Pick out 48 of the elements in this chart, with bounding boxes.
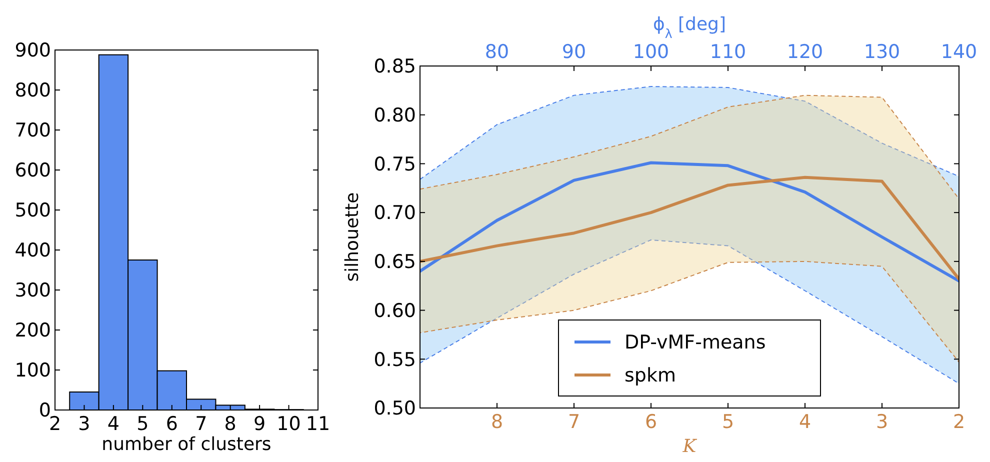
x-tick-label: 9 [254,413,266,435]
x-tick-label: 8 [224,413,236,435]
x-tick-label: 6 [166,413,178,435]
x-tick-label: 5 [722,411,734,433]
y-tick-label: 0.55 [374,348,416,371]
x-tick-label: 7 [568,411,580,433]
x2-axis-title: ϕ$_{λ}$ [deg] [652,14,726,40]
x-tick-label: 5 [136,413,149,435]
x-tick-label: 10 [276,413,301,435]
legend-label: DP-vMF-means [624,332,766,354]
y-tick-label: 600 [14,160,51,182]
x-tick-label: 8 [490,411,504,433]
y-tick-label: 300 [14,280,51,302]
x-tick-label: 11 [306,413,330,435]
x2-tick-label: 130 [864,41,900,63]
y-tick-label: 0.85 [374,56,416,78]
x2-tick-label: 120 [786,41,824,63]
x-axis-title: number of clusters [102,434,272,455]
x-tick-label: 6 [644,411,658,433]
x2-tick-label: 100 [632,41,670,63]
y-tick-label: 400 [14,240,51,262]
x2-tick-label: 90 [562,41,586,63]
x-tick-label: 7 [195,413,208,435]
y-tick-label: 700 [14,120,51,142]
x2-tick-label: 110 [710,41,746,63]
y-tick-label: 500 [14,200,51,222]
y-tick-label: 200 [14,320,51,342]
y-tick-label: 0.80 [374,104,416,127]
x-tick-label: 3 [876,411,888,433]
x-tick-label: 3 [78,413,90,435]
y-tick-label: 100 [14,360,51,382]
y-tick-label: 0.65 [374,251,416,274]
y-tick-label: 900 [14,40,51,62]
legend-label: spkm [624,364,676,387]
x-axis-title: K [682,436,698,457]
x-tick-label: 2 [952,411,966,433]
x-tick-label: 2 [48,413,62,435]
y-tick-label: 0.50 [374,398,416,420]
y-tick-label: 0.75 [374,153,416,176]
y-tick-label: 0.70 [374,202,416,224]
y-tick-label: 800 [14,80,51,102]
y-tick-label: 0 [38,400,51,422]
x2-tick-label: 80 [484,41,510,63]
y-tick-label: 0.60 [374,300,416,322]
x2-tick-label: 140 [940,41,978,63]
x-tick-label: 4 [107,413,120,435]
x-tick-label: 4 [798,411,812,433]
y-axis-title: silhouette [342,192,363,282]
